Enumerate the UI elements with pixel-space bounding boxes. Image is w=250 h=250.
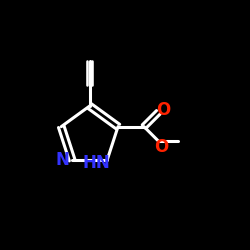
Text: O: O bbox=[156, 102, 170, 119]
Text: O: O bbox=[154, 138, 169, 156]
Text: N: N bbox=[56, 151, 70, 169]
Text: HN: HN bbox=[83, 154, 110, 172]
